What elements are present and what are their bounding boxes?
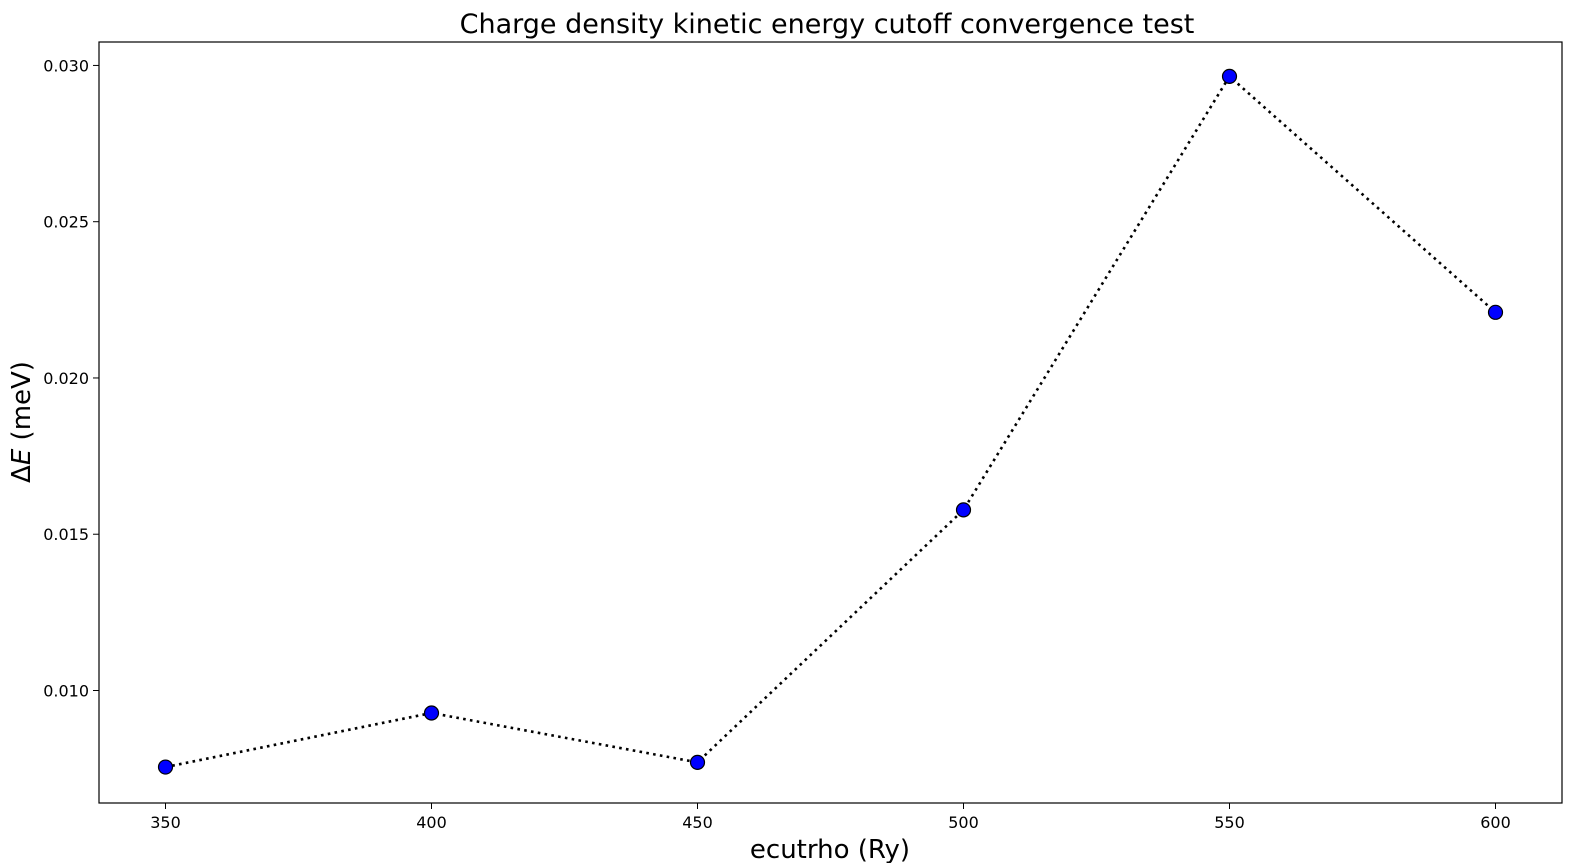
plot-area: [98, 41, 1563, 804]
data-point: [1221, 68, 1238, 84]
x-tick-label: 550: [1214, 813, 1245, 832]
y-axis-label-variable: E: [7, 448, 37, 465]
x-axis-label: ecutrho (Ry): [750, 835, 910, 863]
data-point: [423, 705, 440, 721]
y-tick-label: 0.025: [43, 213, 89, 232]
x-tick-label: 500: [948, 813, 979, 832]
y-tick-label: 0.020: [43, 369, 89, 388]
series-line: [165, 74, 1497, 769]
x-tick-label: 400: [416, 813, 447, 832]
y-tick-label: 0.030: [43, 56, 89, 75]
x-tick-label: 600: [1480, 813, 1511, 832]
data-point: [955, 502, 972, 518]
y-axis-label-delta: Δ: [7, 465, 37, 483]
data-point: [1487, 304, 1504, 320]
chart-title: Charge density kinetic energy cutoff con…: [460, 9, 1195, 40]
x-tick-label: 350: [150, 813, 181, 832]
series-lines: [165, 74, 1497, 769]
y-axis-label: ΔE (meV): [7, 361, 37, 483]
series-points: [157, 68, 1504, 775]
data-point: [157, 759, 174, 775]
y-axis: 0.010 0.015 0.020 0.025 0.030: [43, 56, 99, 700]
y-axis-label-unit: (meV): [7, 361, 37, 449]
data-point: [689, 754, 706, 770]
x-axis: 350 400 450 500 550 600: [150, 803, 1511, 832]
y-tick-label: 0.010: [43, 681, 89, 700]
y-tick-label: 0.015: [43, 525, 89, 544]
x-tick-label: 450: [682, 813, 713, 832]
